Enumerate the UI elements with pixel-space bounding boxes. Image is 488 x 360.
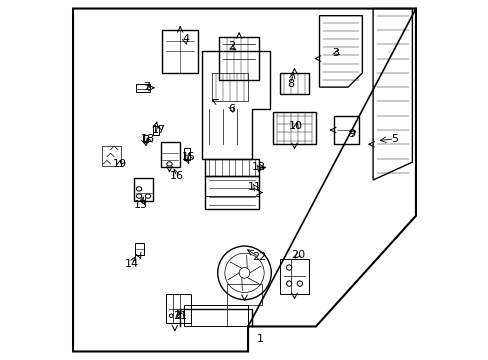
Text: 5: 5 [390, 134, 397, 144]
Text: 14: 14 [124, 259, 139, 269]
Text: 3: 3 [331, 48, 338, 58]
Text: 4: 4 [182, 34, 189, 44]
Bar [226, 284, 262, 305]
Text: 10: 10 [289, 121, 303, 131]
Bar [183, 305, 247, 327]
Text: 1: 1 [257, 334, 264, 344]
Bar [135, 243, 143, 255]
Bar [272, 112, 315, 144]
Bar [162, 30, 198, 73]
Bar [205, 176, 258, 208]
Text: 21: 21 [173, 311, 187, 321]
Text: 2: 2 [228, 41, 235, 51]
Text: 13: 13 [134, 200, 147, 210]
Text: 20: 20 [290, 250, 305, 260]
Text: 8: 8 [287, 78, 294, 89]
Bar [333, 116, 358, 144]
Text: 17: 17 [151, 125, 165, 135]
Text: 7: 7 [142, 82, 149, 92]
Bar [212, 73, 247, 102]
Text: 9: 9 [347, 129, 354, 139]
Text: 16: 16 [169, 171, 183, 181]
Bar [183, 148, 190, 160]
Text: 19: 19 [112, 159, 126, 169]
Bar [280, 258, 308, 294]
Bar [160, 143, 180, 167]
Text: 6: 6 [228, 104, 235, 113]
Text: 12: 12 [251, 162, 265, 172]
Bar [102, 146, 121, 166]
Bar [219, 37, 258, 80]
Bar [205, 158, 258, 176]
Text: 15: 15 [182, 152, 196, 162]
Bar [142, 135, 148, 143]
Bar [135, 84, 149, 93]
Text: 22: 22 [251, 252, 265, 262]
Bar [280, 73, 308, 94]
Bar [134, 178, 153, 202]
Bar [153, 126, 159, 135]
Bar [165, 294, 190, 323]
Text: 11: 11 [248, 182, 262, 192]
Text: 18: 18 [141, 134, 155, 144]
